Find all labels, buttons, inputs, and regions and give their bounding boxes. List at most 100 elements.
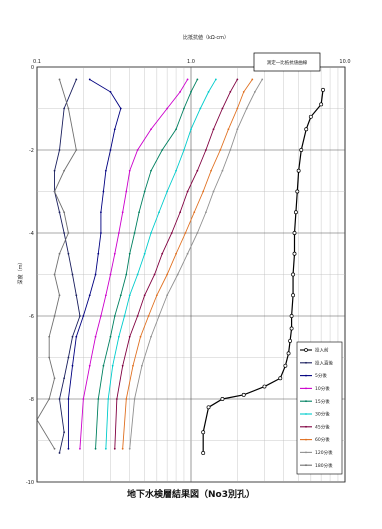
data-point: [278, 376, 283, 381]
legend-item: 10分後: [300, 385, 330, 392]
data-point: [179, 91, 182, 93]
data-point: [293, 210, 298, 215]
data-point: [71, 364, 74, 367]
data-point: [229, 149, 232, 151]
data-point: [58, 149, 61, 151]
legend-marker: [305, 400, 307, 403]
data-point: [125, 190, 128, 193]
data-point: [136, 149, 139, 151]
data-point: [150, 232, 152, 234]
series-6: [104, 78, 217, 450]
data-point: [82, 398, 85, 400]
data-point: [119, 294, 122, 297]
series-line: [105, 79, 217, 449]
legend-item: 投入前: [300, 347, 329, 354]
data-point: [128, 335, 131, 338]
series-line: [95, 79, 198, 449]
data-point: [79, 447, 81, 450]
data-point: [58, 294, 61, 297]
data-point: [94, 273, 97, 276]
data-point: [75, 294, 78, 297]
legend-item: 60分後: [300, 436, 330, 443]
data-point: [175, 128, 177, 131]
data-point: [220, 397, 225, 401]
data-point: [121, 447, 124, 450]
data-point: [58, 452, 61, 454]
data-point: [292, 251, 297, 256]
data-point: [119, 107, 122, 110]
data-point: [245, 107, 248, 110]
data-point: [88, 78, 91, 81]
data-point: [123, 315, 126, 317]
data-point: [53, 169, 56, 172]
legend-label: 投入前: [315, 347, 329, 354]
data-point: [113, 315, 116, 317]
series-layer: [36, 78, 325, 455]
legend-label: 180分後: [315, 462, 333, 469]
data-point: [102, 364, 105, 367]
data-point: [128, 294, 131, 297]
data-point: [143, 252, 146, 255]
data-point: [121, 211, 124, 214]
series-2: [53, 78, 81, 454]
data-point: [205, 211, 207, 214]
legend-label: 45分後: [315, 423, 330, 430]
data-point: [196, 232, 199, 234]
legend-marker: [304, 348, 308, 352]
data-point: [286, 351, 291, 356]
data-point: [158, 211, 160, 214]
legend-label: 投入直後: [315, 359, 333, 366]
legend-label: 15分後: [315, 398, 330, 405]
data-point: [75, 78, 78, 81]
legend-item: 5分後: [300, 372, 327, 379]
x-axis-label: 比抵抗値（kΩ·cm）: [183, 34, 229, 41]
legend-item: 45分後: [300, 423, 330, 430]
x-tick-label: 1.0: [187, 59, 195, 65]
legend-marker: [305, 438, 307, 441]
legend-marker: [305, 361, 307, 364]
data-point: [109, 273, 112, 276]
data-point: [153, 273, 156, 276]
data-point: [88, 294, 91, 297]
data-point: [158, 315, 160, 317]
data-point: [125, 398, 128, 400]
series-3: [67, 78, 122, 450]
data-point: [63, 211, 66, 214]
data-point: [79, 315, 81, 317]
data-point: [261, 78, 264, 81]
data-point: [53, 447, 56, 450]
data-point: [291, 272, 296, 277]
data-point: [128, 169, 131, 172]
legend-item: 30分後: [300, 411, 330, 418]
data-point: [58, 78, 61, 81]
data-point: [115, 398, 118, 400]
data-point: [104, 294, 107, 297]
data-point: [147, 315, 150, 317]
series-line: [122, 79, 253, 449]
data-point: [53, 315, 56, 317]
data-point: [58, 252, 61, 255]
data-point: [111, 364, 114, 367]
data-point: [100, 315, 102, 317]
legend-label: 30分後: [315, 411, 330, 418]
data-point: [227, 128, 230, 131]
series-9: [128, 78, 264, 450]
data-point: [207, 91, 210, 93]
data-point: [132, 364, 134, 367]
data-point: [113, 252, 116, 255]
data-point: [196, 169, 199, 172]
data-point: [190, 128, 192, 131]
data-point: [186, 78, 189, 81]
legend-item: 15分後: [300, 398, 330, 405]
series-4: [79, 78, 189, 450]
data-point: [82, 315, 85, 317]
data-point: [283, 363, 288, 368]
data-point: [136, 315, 139, 317]
y-tick-label: -8: [29, 397, 34, 403]
data-point: [175, 252, 177, 255]
data-point: [319, 102, 324, 107]
data-point: [166, 273, 169, 276]
data-point: [262, 384, 267, 389]
